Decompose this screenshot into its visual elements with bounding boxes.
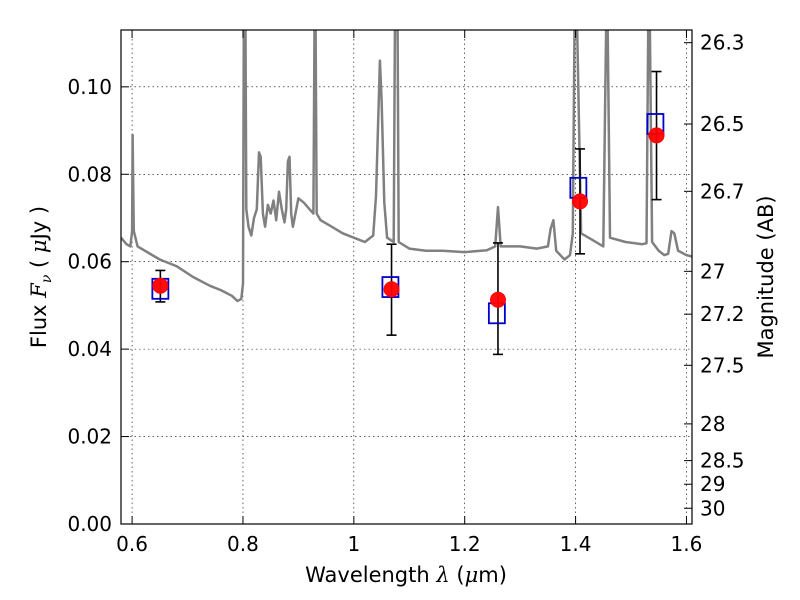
x-tick-label: 1: [347, 532, 360, 556]
data-point: [152, 277, 169, 294]
axis-ticks: 0.6 0.8 1 1.2 1.4 1.6 0.00 0.02 0.04 0.06 0.08 0.10…: [67, 30, 745, 556]
y2-tick-label: 26.5: [700, 112, 745, 136]
y2-tick-label: 28: [700, 412, 725, 436]
data-point: [489, 291, 506, 308]
y-axis-label-unit-open: (: [27, 260, 51, 268]
x-axis-label-symbol: λ: [435, 563, 449, 587]
data-point: [572, 193, 589, 210]
x-axis-label: Wavelength λ (μm): [305, 563, 507, 587]
y-axis-label-symbol: F: [27, 282, 51, 299]
x-tick-label: 0.6: [116, 532, 148, 556]
y2-tick-label: 30: [700, 496, 725, 520]
y2-axis-label: Magnitude (AB): [754, 195, 778, 358]
y2-tick-label: 27.5: [700, 353, 745, 377]
x-axis-label-text: Wavelength: [305, 563, 430, 587]
y2-tick-label: 26.7: [700, 179, 745, 203]
y2-tick-label: 27: [700, 259, 725, 283]
y-tick-label: 0.06: [67, 250, 112, 274]
spectrum-line: [121, 30, 692, 303]
y-axis-label-text: Flux: [27, 304, 51, 348]
y-axis-label-unit-rest: Jy ): [27, 206, 51, 242]
y-tick-label: 0.04: [67, 337, 112, 361]
y2-tick-label: 29: [700, 472, 725, 496]
y2-tick-label: 27.2: [700, 302, 745, 326]
y-axis-label-subscript: ν: [39, 274, 55, 283]
y-tick-label: 0.08: [67, 162, 112, 186]
plot-frame: [120, 29, 693, 525]
x-tick-label: 1.2: [449, 532, 481, 556]
y-tick-label: 0.02: [67, 425, 112, 449]
y2-tick-label: 28.5: [700, 449, 745, 473]
data-point: [648, 127, 665, 144]
x-axis-label-unit-mu: μ: [465, 563, 479, 587]
y-tick-label: 0.00: [67, 512, 112, 536]
x-tick-label: 1.4: [560, 532, 592, 556]
y-tick-label: 0.10: [67, 75, 112, 99]
x-axis-label-unit-open: (: [456, 563, 464, 587]
y-axis-label-unit-mu: μ: [27, 239, 51, 253]
plot-area: [121, 30, 692, 356]
x-tick-label: 0.8: [227, 532, 259, 556]
x-axis-label-unit-rest: m): [478, 563, 507, 587]
x-tick-label: 1.6: [671, 532, 703, 556]
y-axis-label: Flux Fν ( μJy ): [27, 206, 55, 348]
data-point: [383, 281, 400, 298]
y2-tick-label: 26.3: [700, 31, 745, 55]
